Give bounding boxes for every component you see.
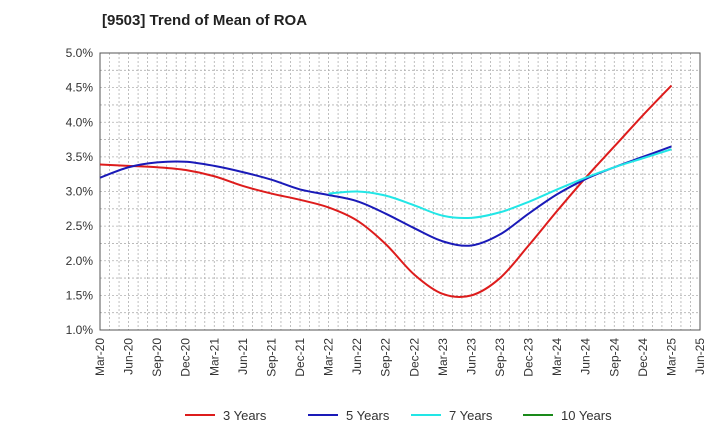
x-tick-label: Dec-20 bbox=[179, 338, 193, 377]
x-tick-label: Sep-22 bbox=[379, 338, 393, 377]
x-tick-label: Sep-21 bbox=[264, 338, 278, 377]
x-tick-label: Mar-23 bbox=[436, 338, 450, 376]
x-tick-label: Sep-23 bbox=[493, 338, 507, 377]
x-tick-label: Dec-22 bbox=[407, 338, 421, 377]
y-tick-label: 1.5% bbox=[66, 288, 94, 302]
x-tick-label: Jun-20 bbox=[122, 338, 136, 375]
legend-label: 3 Years bbox=[223, 408, 267, 423]
x-tick-label: Mar-24 bbox=[550, 338, 564, 376]
legend-label: 5 Years bbox=[346, 408, 390, 423]
legend-label: 7 Years bbox=[449, 408, 493, 423]
x-tick-label: Jun-21 bbox=[236, 338, 250, 375]
x-tick-label: Mar-25 bbox=[664, 338, 678, 376]
y-tick-label: 5.0% bbox=[66, 46, 94, 60]
series-line-5-years bbox=[99, 145, 672, 247]
x-tick-label: Jun-23 bbox=[464, 338, 478, 375]
y-tick-label: 3.5% bbox=[66, 150, 94, 164]
series-line-3-years bbox=[99, 84, 673, 299]
x-tick-label: Dec-21 bbox=[293, 338, 307, 377]
plot-border bbox=[99, 52, 701, 331]
chart-title: [9503] Trend of Mean of ROA bbox=[102, 12, 308, 29]
x-tick-label: Jun-24 bbox=[579, 338, 593, 375]
x-tick-label: Mar-22 bbox=[322, 338, 336, 376]
x-tick-label: Mar-21 bbox=[207, 338, 221, 376]
x-tick-label: Dec-23 bbox=[522, 338, 536, 377]
series-line-7-years bbox=[328, 148, 672, 220]
y-tick-label: 2.5% bbox=[66, 219, 94, 233]
y-tick-label: 1.0% bbox=[66, 323, 94, 337]
y-tick-label: 4.0% bbox=[66, 115, 94, 129]
x-tick-label: Mar-20 bbox=[93, 338, 107, 376]
y-tick-label: 4.5% bbox=[66, 81, 94, 95]
y-tick-label: 2.0% bbox=[66, 254, 94, 268]
x-tick-label: Dec-24 bbox=[636, 338, 650, 377]
x-tick-label: Jun-25 bbox=[693, 338, 707, 375]
x-tick-label: Sep-24 bbox=[607, 338, 621, 377]
x-tick-label: Sep-20 bbox=[150, 338, 164, 377]
legend-label: 10 Years bbox=[561, 408, 612, 423]
y-tick-label: 3.0% bbox=[66, 185, 94, 199]
x-tick-label: Jun-22 bbox=[350, 338, 364, 375]
